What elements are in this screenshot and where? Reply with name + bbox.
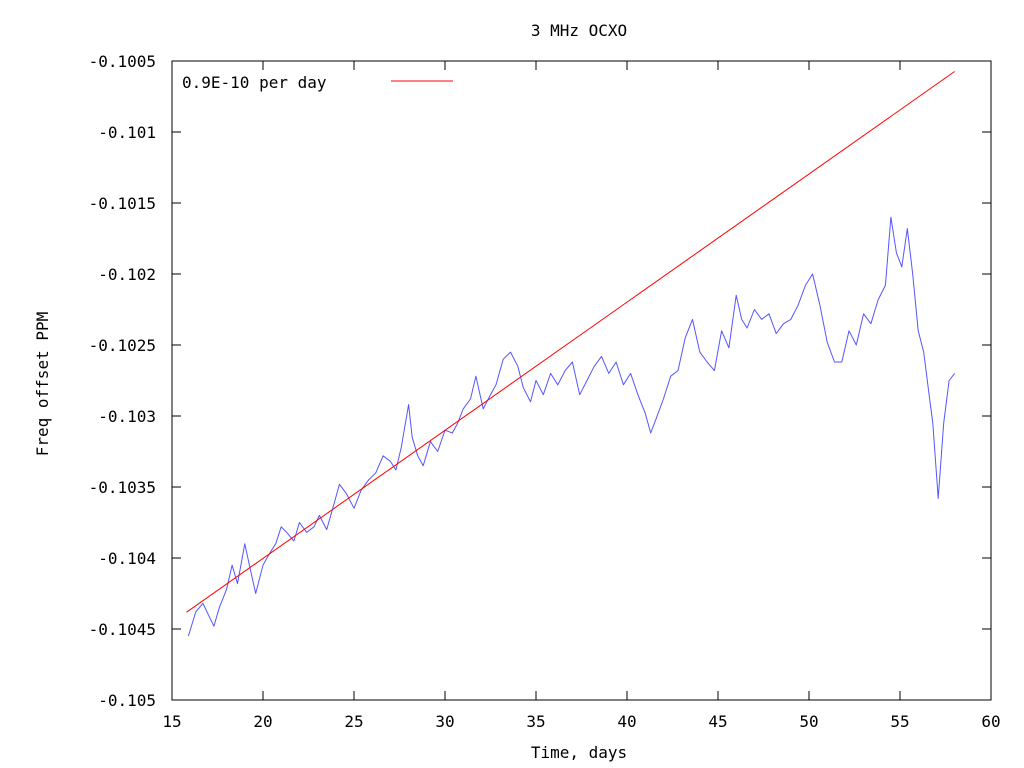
series-line-measured (187, 216, 955, 637)
y-tick-label: -0.1045 (89, 620, 156, 639)
x-tick-label: 50 (799, 712, 818, 731)
y-tick-label: -0.101 (98, 123, 156, 142)
plot-frame (171, 60, 992, 701)
x-tick-label: 25 (344, 712, 363, 731)
y-tick-label: -0.1035 (89, 478, 156, 497)
axes-layer: 15 20 25 30 35 40 45 50 55 60 -0.105 -0.1045 -0.104 -… (89, 52, 1001, 731)
x-axis-label: Time, days (531, 743, 627, 762)
x-tick-label: 15 (162, 712, 181, 731)
x-tick-label: 55 (890, 712, 909, 731)
y-tick-label: -0.105 (98, 691, 156, 710)
x-tick-label: 60 (981, 712, 1000, 731)
x-tick-label: 30 (435, 712, 454, 731)
x-tick-label: 20 (253, 712, 272, 731)
y-tick-label: -0.104 (98, 549, 156, 568)
y-tick-label: -0.102 (98, 265, 156, 284)
y-tick-label: -0.1025 (89, 336, 156, 355)
chart-title: 3 MHz OCXO (531, 21, 627, 40)
legend-label-trend: 0.9E-10 per day (182, 73, 327, 92)
series-line-trend (186, 71, 955, 613)
series-layer (186, 71, 955, 637)
y-axis-label: Freq offset PPM (33, 312, 52, 457)
legend: 0.9E-10 per day (182, 73, 453, 92)
y-tick-label: -0.103 (98, 407, 156, 426)
y-tick-label: -0.1005 (89, 52, 156, 71)
x-tick-label: 35 (526, 712, 545, 731)
x-tick-label: 45 (708, 712, 727, 731)
x-tick-label: 40 (617, 712, 636, 731)
y-tick-label: -0.1015 (89, 194, 156, 213)
